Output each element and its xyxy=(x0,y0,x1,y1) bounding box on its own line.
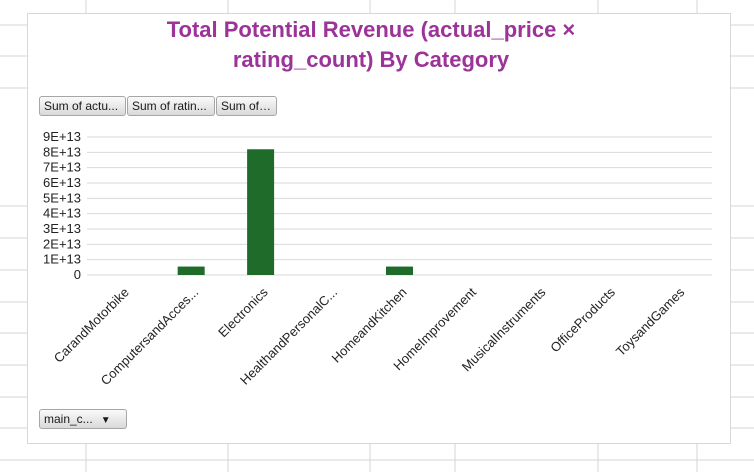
y-tick-label: 9E+13 xyxy=(43,129,81,144)
x-tick-label: HomeandKitchen xyxy=(328,285,409,366)
y-tick-label: 8E+13 xyxy=(43,144,81,159)
dropdown-arrow-icon[interactable]: ▼ xyxy=(100,415,111,426)
bar[interactable] xyxy=(247,149,275,275)
y-tick-label: 4E+13 xyxy=(43,206,81,221)
chart-title-line-2: rating_count) By Category xyxy=(232,47,510,72)
bar[interactable] xyxy=(386,266,413,275)
chart-title: Total Potential Revenue (actual_price × … xyxy=(20,15,722,75)
y-tick-label: 1E+13 xyxy=(43,252,81,267)
value-field-button-actual-price[interactable]: Sum of actu... xyxy=(39,96,126,116)
x-tick-label: Electronics xyxy=(215,284,271,340)
x-tick-label: CarandMotorbike xyxy=(51,285,132,366)
chart-title-line-1: Total Potential Revenue (actual_price × xyxy=(166,17,576,42)
axis-field-label: main_c... xyxy=(44,412,93,426)
bar[interactable] xyxy=(177,266,205,275)
y-tick-label: 7E+13 xyxy=(43,160,81,175)
x-tick-label: OfficeProducts xyxy=(547,284,618,355)
value-field-button-rating-count[interactable]: Sum of ratin... xyxy=(127,96,215,116)
y-tick-label: 5E+13 xyxy=(43,190,81,205)
y-tick-label: 3E+13 xyxy=(43,221,81,236)
y-tick-label: 6E+13 xyxy=(43,175,81,190)
y-tick-label: 0 xyxy=(74,267,81,282)
value-field-button-third[interactable]: Sum of ... xyxy=(216,96,277,116)
x-tick-label: ToysandGames xyxy=(613,284,688,359)
y-tick-label: 2E+13 xyxy=(43,236,81,251)
axis-field-button-main-category[interactable]: main_c... ▼ xyxy=(39,409,127,429)
